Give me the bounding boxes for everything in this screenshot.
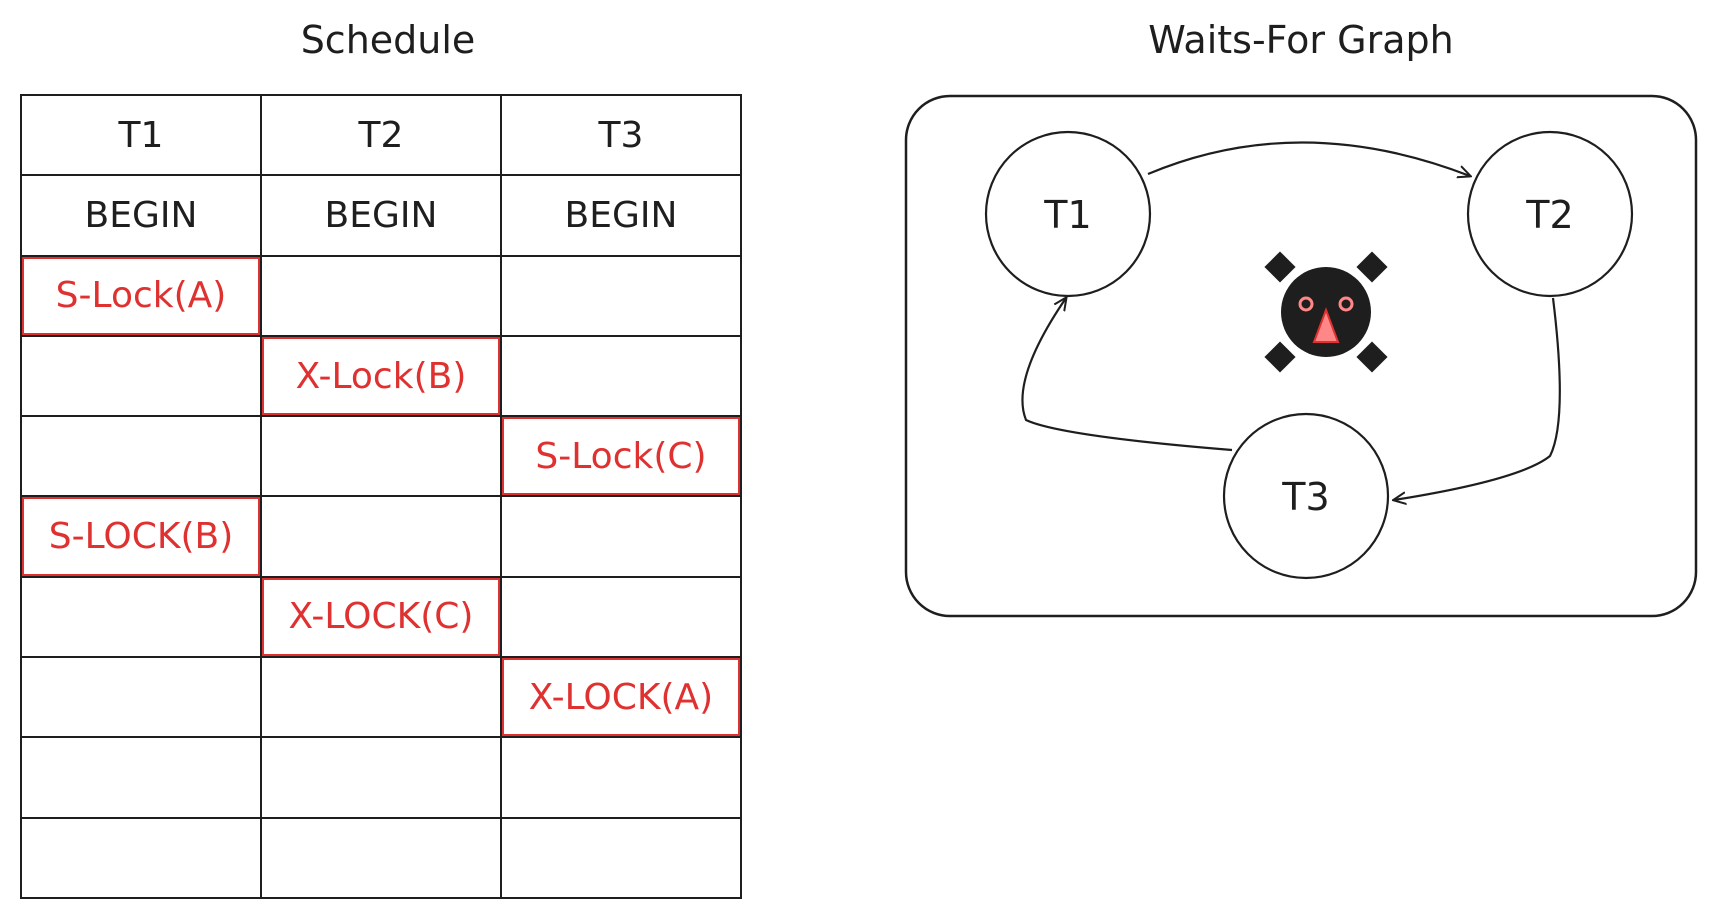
schedule-title: Schedule: [300, 18, 476, 62]
schedule-cell-t2: [260, 656, 502, 739]
schedule-row: [20, 736, 742, 819]
schedule-cell-t1: [20, 334, 262, 418]
schedule-cell-t1: [20, 816, 262, 900]
schedule-cell-t3: [500, 736, 742, 819]
edge-t3-t1: [1021, 298, 1233, 452]
schedule-cell-t1: [20, 575, 262, 659]
edge-t2-t3: [1394, 297, 1561, 500]
node-t1: T1: [984, 130, 1152, 298]
schedule-cell-t3: [500, 254, 742, 337]
node-t3: T3: [1222, 412, 1390, 580]
schedule-row: BEGIN BEGIN BEGIN: [20, 174, 742, 257]
graph-title: Waits-For Graph: [1148, 18, 1454, 62]
schedule-cell-t3: [500, 816, 742, 900]
header-t3: T3: [500, 93, 742, 177]
schedule-cell-t1: [20, 415, 262, 498]
schedule-cell-t2: X-LOCK(C): [260, 575, 502, 659]
schedule-cell-t1: BEGIN: [20, 174, 262, 257]
skull-crossbones-icon: [1264, 251, 1388, 373]
schedule-row: X-LOCK(C): [20, 575, 742, 659]
schedule-cell-t2: [260, 736, 502, 819]
node-t2: T2: [1466, 130, 1634, 298]
schedule-cell-t2: [260, 816, 502, 900]
schedule-row: X-Lock(B): [20, 334, 742, 418]
schedule-cell-t1: S-Lock(A): [20, 254, 262, 337]
schedule-row: S-LOCK(B): [20, 495, 742, 578]
schedule-row: X-LOCK(A): [20, 656, 742, 739]
schedule-cell-t2: [260, 495, 502, 578]
graph-frame: [904, 94, 1698, 618]
schedule-cell-t3: X-LOCK(A): [500, 656, 742, 739]
schedule-cell-t3: [500, 575, 742, 659]
header-t1: T1: [20, 93, 262, 177]
header-t2: T2: [260, 93, 502, 177]
schedule-row: S-Lock(A): [20, 254, 742, 337]
node-t1-label: T1: [1043, 193, 1091, 237]
schedule-header-row: T1 T2 T3: [20, 93, 742, 177]
node-t3-label: T3: [1281, 475, 1329, 519]
schedule-row: [20, 816, 742, 900]
schedule-row: S-Lock(C): [20, 415, 742, 498]
schedule-cell-t2: [260, 415, 502, 498]
schedule-cell-t3: S-Lock(C): [500, 415, 742, 498]
schedule-cell-t1: [20, 656, 262, 739]
schedule-table: T1 T2 T3 BEGIN BEGIN BEGIN S-Lock(A) X-Lock(B) S…: [20, 93, 742, 900]
schedule-cell-t2: X-Lock(B): [260, 334, 502, 418]
schedule-cell-t3: [500, 495, 742, 578]
schedule-cell-t2: BEGIN: [260, 174, 502, 257]
schedule-cell-t1: [20, 736, 262, 819]
schedule-cell-t2: [260, 254, 502, 337]
schedule-cell-t3: [500, 334, 742, 418]
node-t2-label: T2: [1525, 193, 1573, 237]
schedule-cell-t3: BEGIN: [500, 174, 742, 257]
schedule-cell-t1: S-LOCK(B): [20, 495, 262, 578]
edge-t1-t2: [1147, 141, 1470, 176]
